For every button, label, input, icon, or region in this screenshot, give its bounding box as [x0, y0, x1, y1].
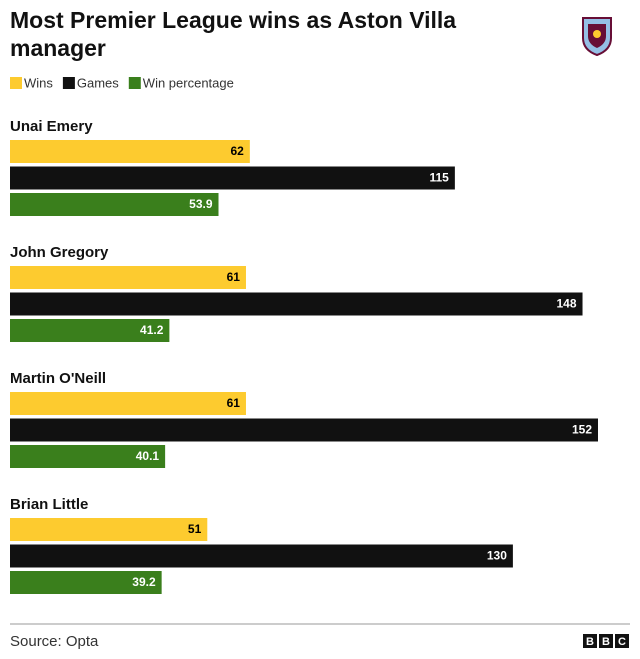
club-crest — [582, 17, 612, 57]
bar — [10, 518, 208, 541]
logo-box — [583, 634, 597, 648]
value-label: 41.2 — [140, 323, 164, 337]
value-label: 53.9 — [189, 197, 213, 211]
logo-box — [599, 634, 613, 648]
bar — [10, 392, 246, 415]
bar — [10, 266, 246, 289]
category-label: Martin O'Neill — [10, 370, 106, 387]
bar — [10, 445, 166, 468]
legend-label: Wins — [24, 75, 53, 90]
bar — [10, 292, 583, 316]
legend-label: Games — [77, 75, 119, 90]
value-label: 39.2 — [132, 575, 156, 589]
value-label: 61 — [227, 270, 241, 284]
value-label: 115 — [430, 171, 450, 185]
bar — [10, 319, 170, 342]
bar — [10, 571, 162, 594]
logo-box — [615, 634, 629, 648]
source: Source: Opta — [10, 633, 99, 650]
chart-title: Most Premier League wins as Aston Villa … — [10, 7, 457, 61]
bar — [10, 544, 513, 568]
logo-letter: C — [618, 636, 626, 648]
logo-letter: B — [602, 636, 610, 648]
category-label: John Gregory — [10, 244, 109, 261]
value-label: 40.1 — [136, 449, 160, 463]
bar — [10, 418, 598, 442]
legend-swatch — [62, 77, 75, 89]
bar — [10, 140, 250, 163]
legend-swatch — [128, 77, 141, 89]
bar — [10, 193, 219, 216]
legend-label: Win percentage — [143, 75, 234, 90]
value-label: 61 — [227, 396, 241, 410]
category-label: Unai Emery — [10, 118, 93, 135]
logo-letter: B — [586, 636, 594, 648]
value-label: 62 — [230, 144, 244, 158]
value-label: 152 — [572, 423, 592, 437]
legend-swatch — [10, 77, 22, 89]
value-label: 51 — [188, 522, 202, 536]
bar — [10, 166, 455, 190]
value-label: 148 — [556, 297, 576, 311]
category-label: Brian Little — [10, 496, 88, 513]
value-label: 130 — [487, 549, 507, 563]
